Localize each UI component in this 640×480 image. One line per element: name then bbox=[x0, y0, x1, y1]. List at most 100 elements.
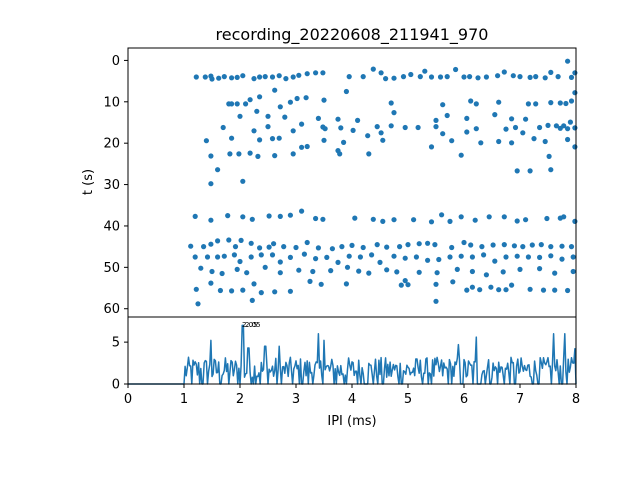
raster-point bbox=[251, 281, 257, 287]
raster-point bbox=[538, 242, 544, 248]
raster-point bbox=[428, 74, 435, 80]
raster-point bbox=[240, 214, 246, 220]
raster-point bbox=[384, 267, 390, 273]
raster-point bbox=[475, 75, 481, 81]
raster-point bbox=[436, 256, 442, 263]
raster-point bbox=[299, 208, 305, 214]
raster-point bbox=[397, 244, 403, 250]
raster-point bbox=[402, 278, 408, 284]
raster-y-ticks: 0 10 20 30 40 50 60 bbox=[103, 54, 128, 317]
raster-point bbox=[208, 153, 214, 159]
raster-point bbox=[277, 213, 283, 219]
raster-point bbox=[374, 242, 380, 248]
raster-point bbox=[572, 125, 578, 131]
raster-point bbox=[570, 268, 576, 275]
raster-point bbox=[501, 214, 507, 220]
raster-point bbox=[247, 97, 253, 103]
raster-point bbox=[537, 124, 543, 131]
raster-point bbox=[313, 215, 319, 222]
raster-point bbox=[477, 287, 483, 293]
raster-point bbox=[415, 124, 421, 131]
raster-point bbox=[449, 138, 455, 144]
raster-point bbox=[378, 70, 384, 76]
raster-point bbox=[344, 264, 351, 270]
raster-point bbox=[542, 75, 548, 81]
raster-point bbox=[559, 243, 565, 249]
histogram-x-tick-label: 3 bbox=[292, 392, 300, 407]
raster-point bbox=[287, 99, 293, 105]
raster-point bbox=[512, 124, 519, 131]
raster-point bbox=[568, 74, 575, 80]
raster-point bbox=[318, 281, 324, 287]
raster-point bbox=[440, 131, 446, 137]
raster-point bbox=[234, 101, 240, 107]
raster-point bbox=[378, 130, 384, 136]
raster-point bbox=[234, 266, 240, 272]
raster-point bbox=[400, 74, 407, 80]
raster-point bbox=[509, 282, 515, 288]
raster-point bbox=[276, 135, 282, 141]
histogram-x-tick-label: 1 bbox=[180, 392, 188, 407]
raster-point bbox=[357, 254, 363, 260]
raster-point bbox=[478, 140, 484, 146]
raster-point bbox=[248, 240, 254, 246]
raster-point bbox=[237, 113, 243, 119]
raster-point bbox=[559, 256, 565, 262]
raster-point bbox=[236, 151, 242, 157]
raster-point bbox=[198, 265, 204, 271]
raster-point bbox=[321, 137, 327, 143]
histogram-x-ticks: 0 1 2 3 4 5 6 7 8 bbox=[124, 384, 580, 407]
raster-point bbox=[503, 254, 509, 260]
raster-point bbox=[208, 280, 214, 286]
raster-point bbox=[568, 244, 575, 250]
raster-point bbox=[469, 284, 475, 290]
raster-point bbox=[433, 124, 439, 130]
raster-point bbox=[490, 242, 496, 248]
peak-label-1: 2.05 bbox=[242, 321, 258, 329]
raster-point bbox=[231, 252, 237, 258]
raster-point bbox=[310, 268, 316, 275]
raster-point bbox=[315, 245, 321, 251]
raster-point bbox=[523, 217, 529, 223]
raster-point bbox=[370, 216, 376, 222]
raster-point bbox=[479, 244, 485, 250]
raster-point bbox=[215, 167, 221, 173]
raster-point bbox=[447, 218, 453, 224]
raster-point bbox=[290, 151, 296, 157]
raster-point bbox=[266, 244, 272, 250]
raster-point bbox=[303, 95, 309, 101]
raster-point bbox=[203, 138, 209, 144]
raster-point bbox=[220, 124, 226, 131]
raster-point bbox=[461, 239, 467, 246]
raster-point bbox=[523, 116, 529, 122]
raster-point bbox=[281, 244, 287, 250]
raster-point bbox=[269, 74, 276, 80]
peak-label-2: 2.05 bbox=[245, 321, 261, 329]
raster-points bbox=[188, 58, 578, 307]
raster-point bbox=[546, 153, 552, 159]
raster-point bbox=[307, 278, 313, 284]
raster-point bbox=[552, 270, 558, 276]
raster-point bbox=[433, 298, 439, 304]
raster-point bbox=[296, 267, 302, 273]
raster-point bbox=[193, 286, 199, 292]
raster-point bbox=[221, 74, 227, 80]
raster-point bbox=[296, 72, 302, 78]
raster-point bbox=[290, 128, 296, 134]
raster-point bbox=[247, 150, 253, 156]
raster-point bbox=[221, 253, 227, 259]
raster-point bbox=[204, 254, 211, 260]
raster-point bbox=[380, 137, 386, 143]
raster-point bbox=[388, 100, 394, 106]
raster-point bbox=[346, 74, 352, 80]
raster-point bbox=[360, 244, 366, 251]
raster-point bbox=[464, 129, 470, 135]
raster-point bbox=[555, 74, 561, 80]
raster-point bbox=[343, 281, 349, 287]
raster-point bbox=[271, 241, 277, 247]
raster-point bbox=[525, 254, 532, 260]
raster-point bbox=[388, 123, 394, 129]
raster-point bbox=[496, 138, 502, 145]
raster-point bbox=[380, 218, 386, 224]
histogram-x-tick-label: 4 bbox=[348, 392, 356, 407]
